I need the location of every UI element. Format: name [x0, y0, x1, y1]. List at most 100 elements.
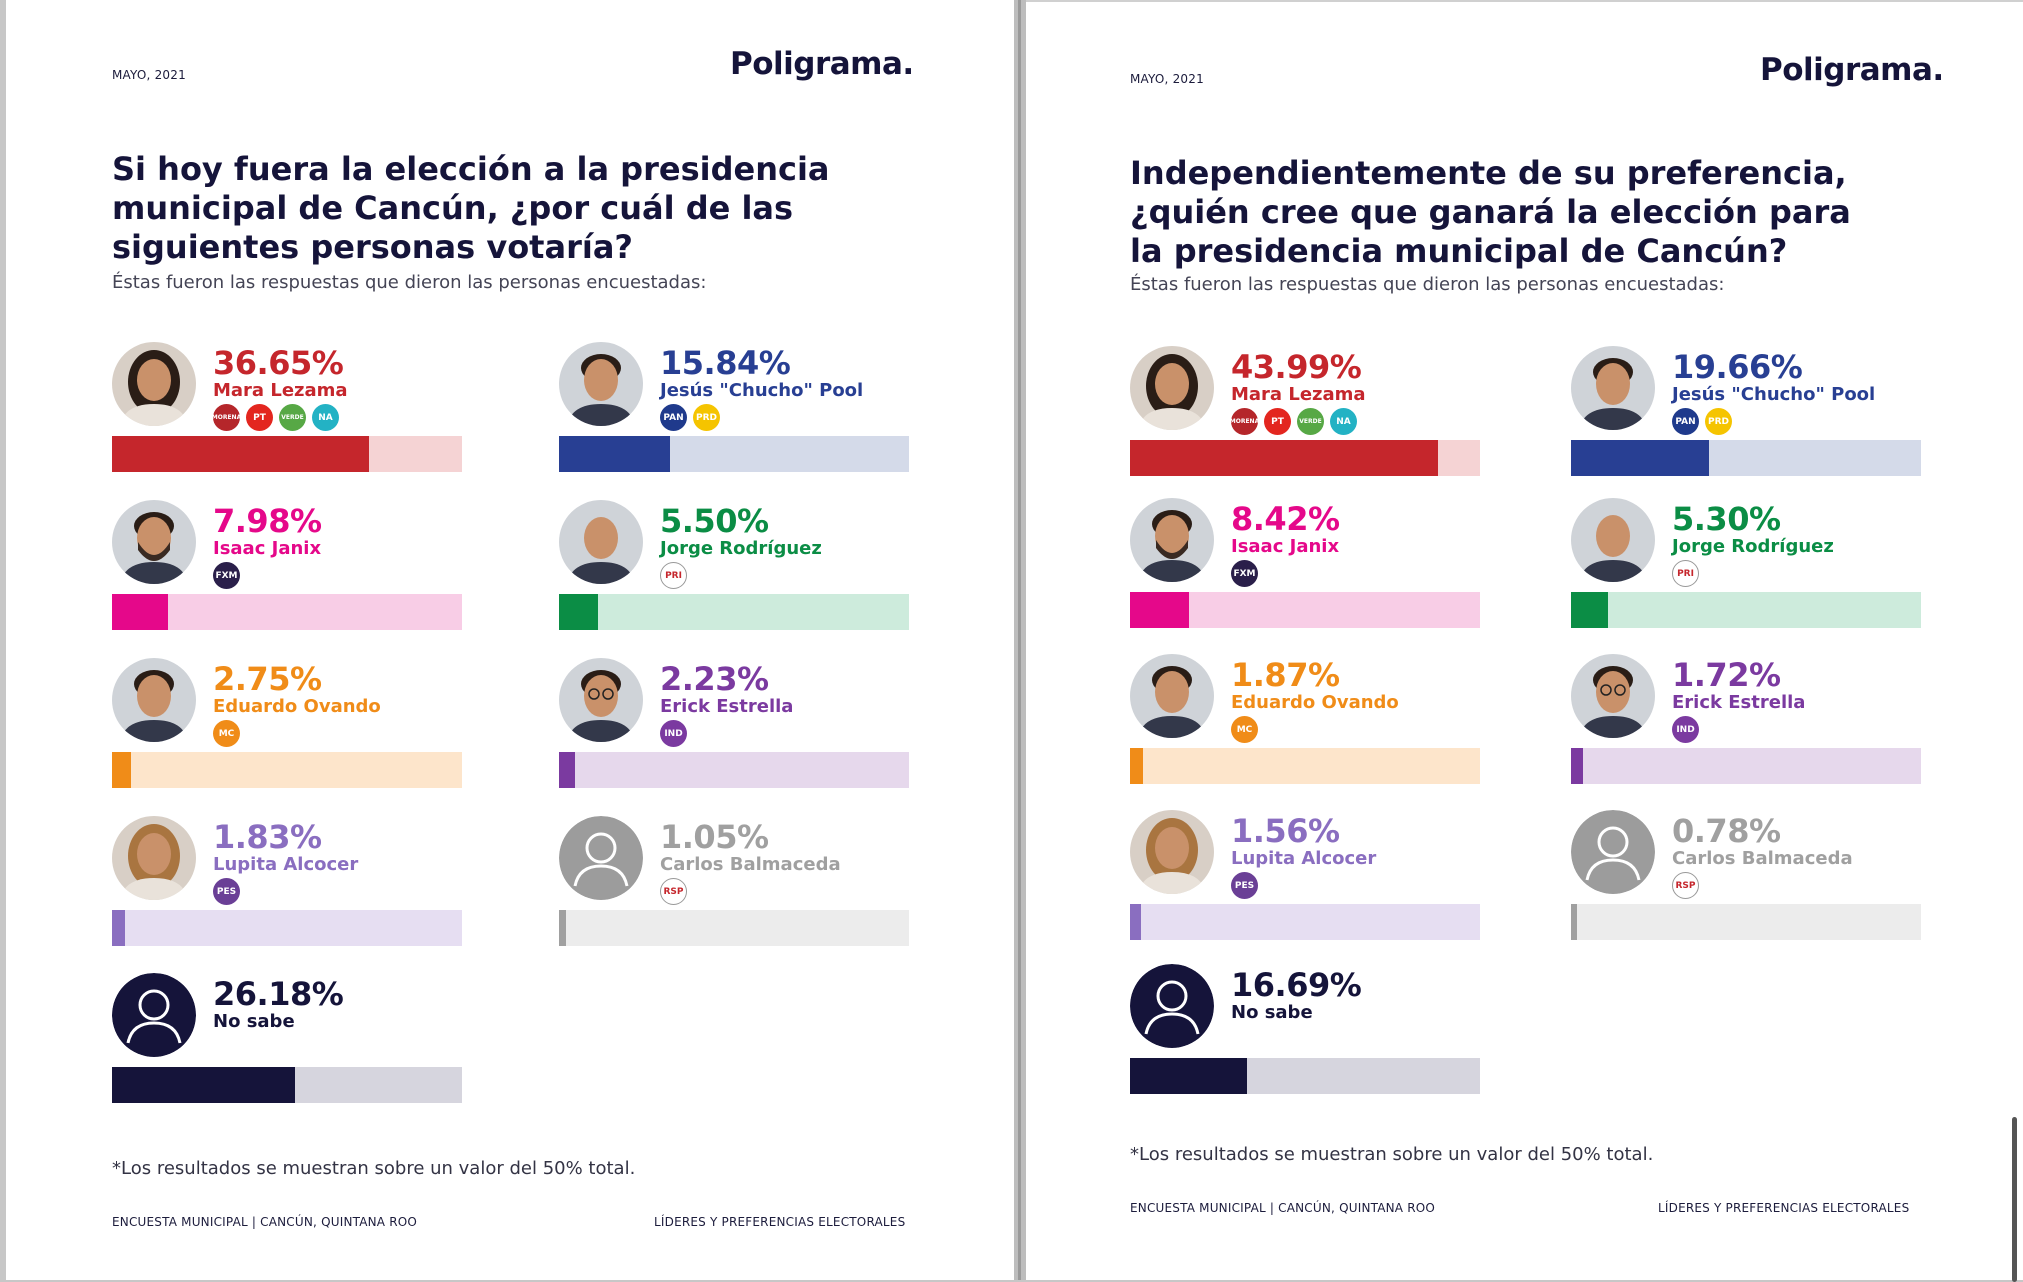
candidate-photo	[112, 658, 196, 742]
party-logos: PES	[213, 878, 240, 906]
category-label: Lupita Alcocer	[213, 854, 359, 875]
candidate-photo	[1130, 498, 1214, 582]
candidate-card: 8.42% Isaac Janix FXM	[1130, 498, 1480, 628]
bar-mark	[1130, 904, 1141, 940]
candidate-photo	[112, 500, 196, 584]
party-logos: PRI	[1672, 560, 1699, 588]
candidate-photo	[559, 658, 643, 742]
candidate-card: 1.83% Lupita Alcocer PES	[112, 816, 462, 946]
candidate-photo	[1571, 346, 1655, 430]
page-separator-line	[1018, 0, 1021, 1280]
party-logos: MORENA PT VERDE NA	[1230, 408, 1357, 436]
data-label: 7.98%	[213, 502, 322, 540]
party-logo-icon: NA	[312, 404, 339, 431]
scrollbar-thumb[interactable]	[2012, 1117, 2017, 1282]
party-logos: RSP	[660, 878, 687, 906]
data-label: 1.83%	[213, 818, 322, 856]
category-label: No sabe	[1231, 1002, 1313, 1023]
user-placeholder-icon	[1571, 810, 1655, 894]
candidate-photo	[1130, 654, 1214, 738]
data-label: 1.72%	[1672, 656, 1781, 694]
party-logo-icon: PT	[1264, 408, 1291, 435]
bar-mark	[1571, 592, 1609, 628]
user-placeholder-icon	[112, 973, 196, 1057]
party-logo-icon: IND	[660, 720, 687, 747]
party-logos: MORENA PT VERDE NA	[212, 404, 339, 432]
question-title: Si hoy fuera la elección a la presidenci…	[112, 150, 830, 266]
bar-mark	[1130, 748, 1144, 784]
bar-mark	[1130, 440, 1438, 476]
party-logo-icon: VERDE	[279, 404, 306, 431]
party-logos: FXM	[1231, 560, 1258, 588]
party-logos: PES	[1231, 872, 1258, 900]
bar-mark	[112, 1067, 296, 1103]
category-label: Mara Lezama	[213, 380, 348, 401]
party-logo-icon: MC	[1231, 716, 1258, 743]
party-logo-icon: PRD	[693, 404, 720, 431]
candidate-card: 2.75% Eduardo Ovando MC	[112, 658, 462, 788]
bar-mark	[559, 436, 670, 472]
candidate-card: 15.84% Jesús "Chucho" Pool PAN PRD	[559, 342, 909, 472]
category-label: Eduardo Ovando	[1231, 692, 1399, 713]
party-logos: MC	[213, 720, 240, 748]
category-label: Isaac Janix	[1231, 536, 1340, 557]
bar-mark	[559, 752, 575, 788]
candidate-photo	[112, 342, 196, 426]
user-placeholder-icon	[1130, 964, 1214, 1048]
bar-track	[112, 752, 462, 788]
bar-mark	[112, 752, 132, 788]
left-page-content: MAYO, 2021 Poligrama. Si hoy fuera la el…	[112, 0, 1014, 1280]
bar-track	[559, 752, 909, 788]
category-label: Eduardo Ovando	[213, 696, 381, 717]
party-logo-icon: MORENA	[1230, 408, 1259, 435]
data-label: 1.87%	[1231, 656, 1340, 694]
bar-mark	[1571, 748, 1584, 784]
party-logo-icon: PES	[1231, 872, 1258, 899]
bar-track	[112, 1067, 462, 1103]
category-label: Jorge Rodríguez	[660, 538, 822, 559]
party-logo-icon: PES	[213, 878, 240, 905]
candidate-card: 1.72% Erick Estrella IND	[1571, 654, 1921, 784]
candidate-card: 19.66% Jesús "Chucho" Pool PAN PRD	[1571, 346, 1921, 476]
party-logo-icon: FXM	[213, 562, 240, 589]
category-label: Erick Estrella	[1672, 692, 1806, 713]
data-label: 0.78%	[1672, 812, 1781, 850]
bar-mark	[112, 436, 369, 472]
bar-mark	[112, 910, 125, 946]
party-logos: PRI	[660, 562, 687, 590]
party-logo-icon: PRI	[1672, 560, 1699, 587]
logo-dot: .	[902, 46, 914, 82]
category-label: Mara Lezama	[1231, 384, 1366, 405]
category-label: Carlos Balmaceda	[1672, 848, 1853, 869]
data-label: 15.84%	[660, 344, 791, 382]
poligrama-logo: Poligrama.	[1760, 52, 1944, 88]
bar-mark	[1571, 440, 1709, 476]
bar-track	[112, 594, 462, 630]
category-label: Lupita Alcocer	[1231, 848, 1377, 869]
candidate-card: 2.23% Erick Estrella IND	[559, 658, 909, 788]
candidate-photo	[1130, 810, 1214, 894]
party-logo-icon: PRD	[1705, 408, 1732, 435]
party-logo-icon: PRI	[660, 562, 687, 589]
party-logo-icon: FXM	[1231, 560, 1258, 587]
party-logos: RSP	[1672, 872, 1699, 900]
data-label: 2.23%	[660, 660, 769, 698]
bar-track	[559, 594, 909, 630]
bar-track	[1130, 748, 1480, 784]
candidate-card: 43.99% Mara Lezama MORENA PT VERDE NA	[1130, 346, 1480, 476]
bar-mark	[1130, 592, 1189, 628]
party-logo-icon: NA	[1330, 408, 1357, 435]
candidate-photo	[1130, 346, 1214, 430]
candidate-photo	[559, 500, 643, 584]
bar-mark	[1571, 904, 1577, 940]
footnote: *Los resultados se muestran sobre un val…	[112, 1158, 636, 1179]
subtitle: Éstas fueron las respuestas que dieron l…	[1130, 274, 1725, 295]
category-label: Jesús "Chucho" Pool	[1672, 384, 1876, 405]
data-label: 1.56%	[1231, 812, 1340, 850]
candidate-card: 1.56% Lupita Alcocer PES	[1130, 810, 1480, 940]
data-label: 26.18%	[213, 975, 344, 1013]
bar-track	[559, 910, 909, 946]
bar-track	[559, 436, 909, 472]
logo-text: Poligrama	[1760, 52, 1933, 88]
question-title: Independientemente de su preferencia, ¿q…	[1130, 154, 1851, 270]
